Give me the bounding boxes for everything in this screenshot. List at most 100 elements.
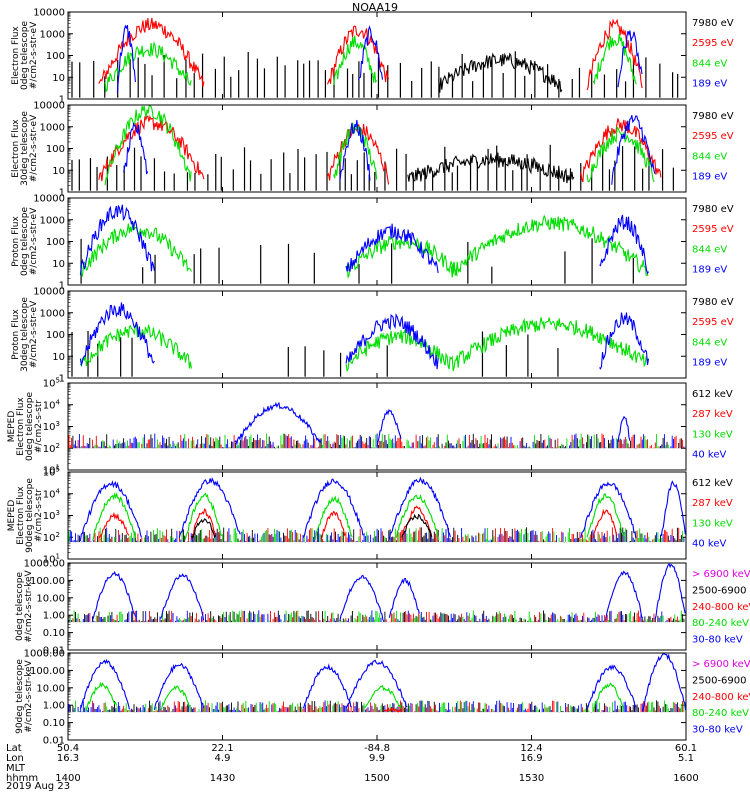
legend-entry: > 6900 keV <box>692 569 750 580</box>
y-axis-label: Proton Flux <box>11 216 21 267</box>
y-tick-label: 0.01 <box>43 736 65 747</box>
burst-line <box>79 658 130 710</box>
burst-line <box>642 653 687 712</box>
y-axis-label: 30deg telescope <box>20 111 30 186</box>
panel-frame <box>67 471 687 560</box>
y-axis-label: Electron Flux <box>16 486 26 545</box>
y-axis-label: 90deg telescope <box>25 478 35 553</box>
burst-line <box>376 408 402 448</box>
burst-line <box>79 204 155 276</box>
legend-entry: 80-240 keV <box>692 708 749 719</box>
x-axis-value: 1430 <box>210 773 235 784</box>
burst-line <box>92 570 137 620</box>
panel-6: 101 102 103 104 105 MEPED Electron Flux 90deg t… <box>7 466 733 566</box>
burst-line <box>345 313 439 370</box>
panel-5: 101 102 103 104 105 MEPED Electron Flux 0deg te… <box>7 377 733 477</box>
burst-line <box>395 493 440 541</box>
y-axis-label: 0deg telescope <box>20 207 30 277</box>
legend-entry: 7980 eV <box>692 111 734 122</box>
y-axis-label: #/cm2-s-str <box>34 489 44 542</box>
burst-line <box>92 491 137 541</box>
burst-line <box>438 52 563 93</box>
y-axis-label: Proton Flux <box>11 309 21 360</box>
y-tick-label: 10000 <box>33 101 65 112</box>
panel-frame <box>67 652 687 741</box>
y-tick-label: 1000 <box>40 122 65 133</box>
plot-title: NOAA19 <box>351 1 399 14</box>
y-axis-label: Electron Flux <box>16 397 26 456</box>
burst-line <box>98 114 205 182</box>
legend-entry: 30-80 keV <box>692 635 743 646</box>
panel-frame <box>67 562 687 651</box>
x-axis-value: 1500 <box>364 773 389 784</box>
panel-2: 1 10 100 1000 10000 Electron Flux 30deg telesc… <box>11 101 734 199</box>
x-axis-value: 12.4 <box>520 743 542 754</box>
burst-line <box>407 152 575 184</box>
burst-line <box>85 681 118 712</box>
x-axis-value: 5.1 <box>678 753 694 764</box>
burst-line <box>382 706 402 713</box>
y-tick-label: 1 <box>59 188 65 199</box>
legend-entry: 80-240 keV <box>692 618 749 629</box>
y-axis-label: 0deg telescope <box>20 21 30 91</box>
burst-line <box>160 573 205 621</box>
burst-line <box>327 25 390 85</box>
burst-line <box>79 221 192 277</box>
y-tick-label: 100 <box>46 330 65 341</box>
y-tick-label: 104 <box>43 487 61 500</box>
y-tick-label: 10.00 <box>36 593 65 604</box>
burst-line <box>388 578 420 618</box>
burst-line <box>234 401 322 446</box>
legend-entry: 2595 eV <box>692 131 734 142</box>
data-marks <box>71 302 650 377</box>
burst-line <box>599 312 650 370</box>
burst-line <box>450 317 649 372</box>
burst-line <box>611 115 656 185</box>
y-tick-label: 10 <box>52 352 65 363</box>
legend-entry: 7980 eV <box>692 297 734 308</box>
y-tick-label: 101 <box>43 464 60 477</box>
x-axis-value: 1600 <box>673 773 698 784</box>
burst-line <box>654 562 686 620</box>
y-axis-label: 90deg telescope <box>15 659 25 734</box>
x-axis-row-label: hhmm <box>6 773 38 784</box>
y-axis-label: #/cm2-s-str-eV <box>29 21 39 89</box>
y-tick-label: 10 <box>52 73 65 84</box>
panel-7: 0.01 0.10 1.00 10.00 100.00 1000.00 0deg teles… <box>15 559 750 657</box>
legend-entry: 189 eV <box>692 172 727 183</box>
y-axis-label: 0deg telescope <box>25 392 35 462</box>
data-marks <box>68 653 687 713</box>
y-tick-label: 100 <box>46 144 65 155</box>
y-tick-label: 1 <box>59 95 65 106</box>
y-tick-label: 105 <box>43 466 60 479</box>
burst-line <box>160 685 192 711</box>
burst-line <box>345 223 439 273</box>
x-axis-value: 60.1 <box>675 743 697 754</box>
burst-line <box>314 495 353 541</box>
x-axis-row-label: Lon <box>6 753 24 764</box>
burst-line <box>357 25 384 81</box>
x-axis-value: 22.1 <box>211 743 233 754</box>
burst-line <box>345 329 452 373</box>
y-axis-label: #/cm2-s-str-eV <box>29 207 39 275</box>
x-axis-value: 1400 <box>55 773 80 784</box>
burst-line <box>592 33 637 85</box>
legend-entry: 7980 eV <box>692 18 734 29</box>
burst-line <box>184 492 223 540</box>
legend-entry: 130 keV <box>692 518 733 529</box>
burst-line <box>191 508 217 540</box>
panel-frame <box>67 382 687 471</box>
x-axis-value: 16.3 <box>57 753 79 764</box>
burst-line <box>450 214 649 278</box>
x-axis-value: 50.4 <box>57 743 79 754</box>
y-tick-label: 10 <box>52 259 65 270</box>
burst-line <box>191 518 217 539</box>
data-marks <box>68 401 685 449</box>
x-axis-value: -84.8 <box>364 743 390 754</box>
y-tick-label: 1.00 <box>43 611 65 622</box>
burst-line <box>586 18 643 91</box>
y-tick-label: 103 <box>43 420 60 433</box>
y-tick-label: 102 <box>43 531 60 544</box>
y-tick-label: 1.00 <box>43 701 65 712</box>
legend-entry: 2500-6900 <box>692 675 747 686</box>
